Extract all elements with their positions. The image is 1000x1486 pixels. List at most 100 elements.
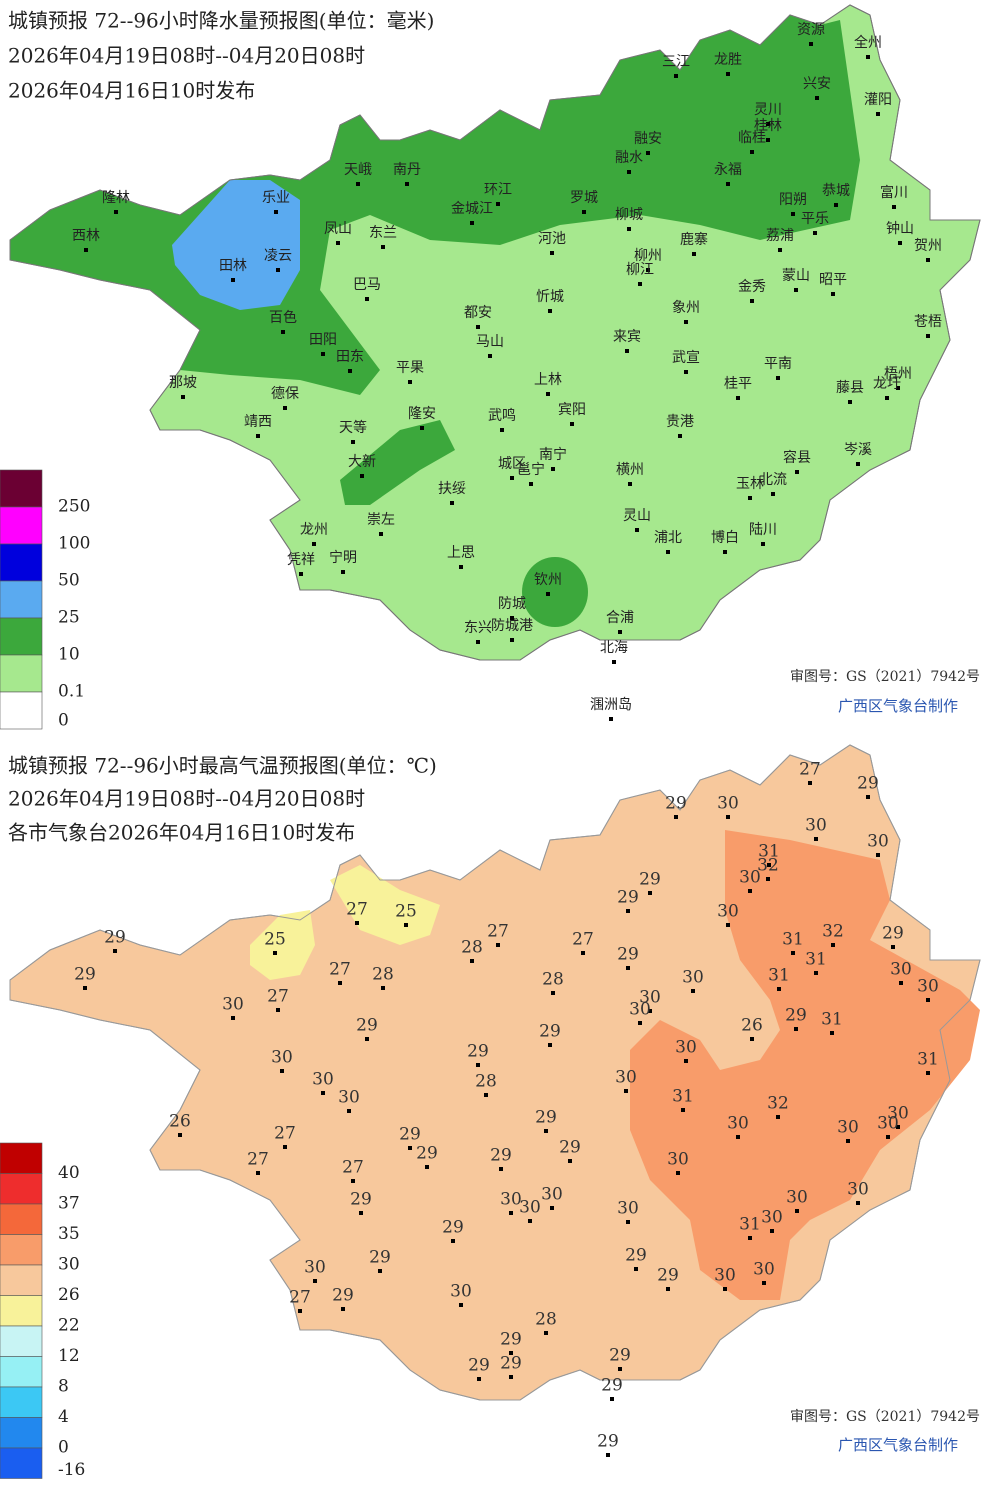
temperature-label: 30 bbox=[717, 902, 739, 922]
maps bbox=[9, 4, 981, 1401]
city-label: 天等 bbox=[339, 419, 367, 436]
city-dot bbox=[510, 476, 514, 480]
temperature-label: 27 bbox=[346, 900, 368, 920]
temperature-label: 30 bbox=[682, 968, 704, 988]
city-dot bbox=[628, 482, 632, 486]
city-label: 凭祥 bbox=[287, 552, 315, 568]
city-dot bbox=[681, 1108, 685, 1112]
temperature-label: 30 bbox=[615, 1068, 637, 1088]
legend-swatch bbox=[0, 1386, 43, 1418]
city-label: 象州 bbox=[672, 300, 700, 316]
city-dot bbox=[866, 55, 870, 59]
city-dot bbox=[405, 182, 409, 186]
city-dot bbox=[808, 781, 812, 785]
city-dot bbox=[794, 288, 798, 292]
city-dot bbox=[776, 376, 780, 380]
temperature-label: 29 bbox=[857, 774, 879, 794]
city-label: 阳朔 bbox=[779, 192, 807, 208]
city-label: 永福 bbox=[714, 162, 742, 178]
city-label: 苍梧 bbox=[914, 314, 942, 330]
city-dot bbox=[674, 74, 678, 78]
temperature-label: 30 bbox=[519, 1198, 541, 1218]
city-dot bbox=[666, 550, 670, 554]
temperature-label: 30 bbox=[753, 1260, 775, 1280]
temperature-label: 27 bbox=[274, 1124, 296, 1144]
city-label: 天峨 bbox=[344, 162, 372, 178]
temperature-label: 30 bbox=[675, 1038, 697, 1058]
temperature-label: 29 bbox=[785, 1006, 807, 1026]
city-label: 隆安 bbox=[408, 406, 436, 422]
city-dot bbox=[470, 221, 474, 225]
temperature-label: 29 bbox=[467, 1042, 489, 1062]
legend-label: 10 bbox=[58, 645, 80, 665]
city-dot bbox=[886, 1135, 890, 1139]
city-dot bbox=[834, 203, 838, 207]
city-label: 鹿寨 bbox=[680, 231, 708, 248]
legend-swatch bbox=[0, 691, 43, 730]
temperature-label: 29 bbox=[74, 965, 96, 985]
legend-swatch bbox=[0, 543, 43, 582]
city-dot bbox=[496, 202, 500, 206]
city-dot bbox=[626, 966, 630, 970]
temperature-label: 32 bbox=[822, 922, 844, 942]
legend-label: -16 bbox=[58, 1460, 85, 1480]
temperature-label: 31 bbox=[768, 966, 790, 986]
city-label: 蒙山 bbox=[782, 268, 810, 284]
city-dot bbox=[610, 1397, 614, 1401]
city-dot bbox=[791, 951, 795, 955]
city-dot bbox=[544, 1129, 548, 1133]
temperature-label: 30 bbox=[312, 1070, 334, 1090]
city-dot bbox=[338, 981, 342, 985]
temperature-label: 31 bbox=[782, 930, 804, 950]
legend-label: 250 bbox=[58, 497, 90, 517]
legend-swatch bbox=[0, 1203, 43, 1235]
city-dot bbox=[813, 231, 817, 235]
city-dot bbox=[476, 640, 480, 644]
city-label: 扶绥 bbox=[438, 481, 466, 497]
city-dot bbox=[496, 943, 500, 947]
temperature-label: 29 bbox=[639, 870, 661, 890]
city-dot bbox=[899, 981, 903, 985]
city-dot bbox=[321, 1091, 325, 1095]
city-dot bbox=[256, 434, 260, 438]
city-dot bbox=[626, 1220, 630, 1224]
city-dot bbox=[381, 986, 385, 990]
city-label: 马山 bbox=[476, 334, 504, 350]
city-dot bbox=[638, 282, 642, 286]
temperature-label: 29 bbox=[442, 1218, 464, 1238]
city-label: 合浦 bbox=[606, 610, 634, 626]
legend-swatch bbox=[0, 469, 43, 508]
city-label: 防城港 bbox=[491, 618, 533, 634]
temperature-label: 30 bbox=[714, 1266, 736, 1286]
city-dot bbox=[748, 1236, 752, 1240]
temperature-label: 29 bbox=[500, 1330, 522, 1350]
city-dot bbox=[379, 532, 383, 536]
temperature-label: 30 bbox=[667, 1150, 689, 1170]
legend-label: 0.1 bbox=[58, 682, 85, 702]
city-dot bbox=[283, 1145, 287, 1149]
approval: 审图号：GS（2021）7942号 bbox=[790, 669, 980, 685]
city-label: 巴马 bbox=[353, 277, 381, 293]
city-dot bbox=[181, 395, 185, 399]
city-label: 上林 bbox=[534, 372, 562, 388]
city-label: 城区 bbox=[498, 456, 526, 472]
city-dot bbox=[776, 1115, 780, 1119]
city-label: 隆林 bbox=[102, 190, 130, 206]
city-dot bbox=[477, 1377, 481, 1381]
city-dot bbox=[546, 392, 550, 396]
temperature-label: 31 bbox=[805, 950, 827, 970]
city-dot bbox=[360, 474, 364, 478]
city-dot bbox=[726, 923, 730, 927]
city-label: 大新 bbox=[348, 454, 376, 470]
city-label: 金秀 bbox=[738, 279, 766, 295]
city-dot bbox=[856, 1201, 860, 1205]
temperature-label: 28 bbox=[461, 938, 483, 958]
city-label: 东兰 bbox=[369, 225, 397, 241]
rain-patch bbox=[522, 557, 588, 627]
temperature-label: 29 bbox=[490, 1146, 512, 1166]
rain-patch bbox=[172, 180, 300, 310]
city-dot bbox=[648, 891, 652, 895]
city-dot bbox=[341, 570, 345, 574]
city-dot bbox=[606, 1453, 610, 1457]
city-dot bbox=[809, 42, 813, 46]
